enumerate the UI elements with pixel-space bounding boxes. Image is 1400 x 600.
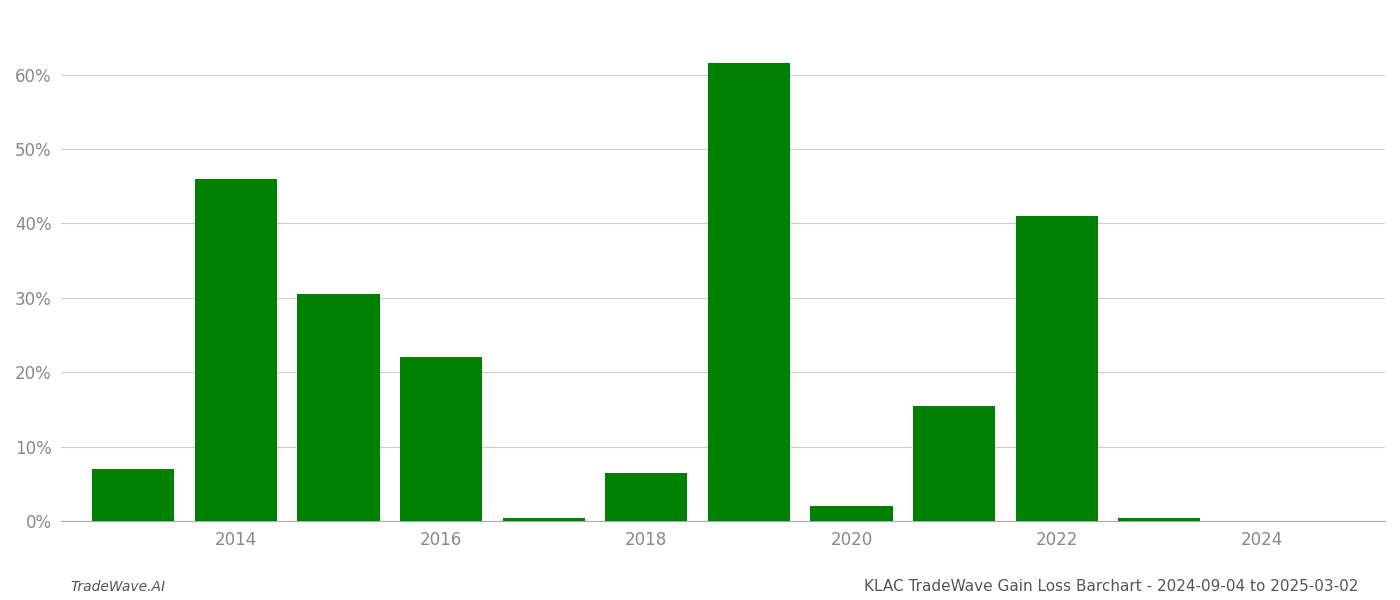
Bar [1015, 216, 1098, 521]
Bar [400, 358, 482, 521]
Bar [811, 506, 893, 521]
Bar [605, 473, 687, 521]
Bar [297, 294, 379, 521]
Bar [503, 518, 585, 521]
Bar [913, 406, 995, 521]
Text: TradeWave.AI: TradeWave.AI [70, 580, 165, 594]
Bar [92, 469, 175, 521]
Bar [195, 179, 277, 521]
Text: KLAC TradeWave Gain Loss Barchart - 2024-09-04 to 2025-03-02: KLAC TradeWave Gain Loss Barchart - 2024… [864, 579, 1358, 594]
Bar [1119, 518, 1200, 521]
Bar [708, 64, 790, 521]
